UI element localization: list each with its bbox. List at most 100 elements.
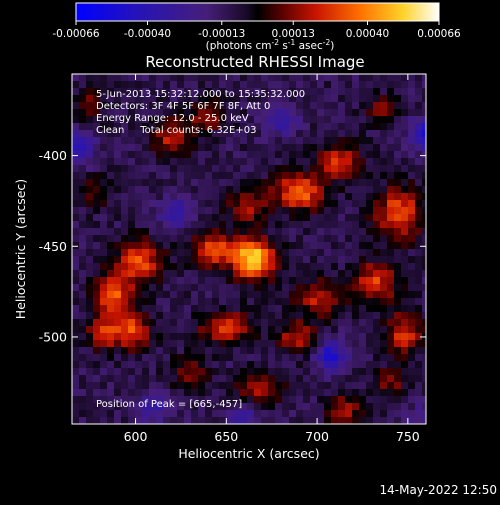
heatmap-cell <box>247 193 255 201</box>
heatmap-cell <box>86 263 94 271</box>
heatmap-cell <box>338 284 346 292</box>
heatmap-cell <box>156 333 164 341</box>
heatmap-cell <box>289 361 297 369</box>
heatmap-cell <box>212 151 220 159</box>
heatmap-cell <box>212 123 220 131</box>
heatmap-cell <box>380 158 388 166</box>
heatmap-cell <box>226 291 234 299</box>
heatmap-cell <box>338 410 346 418</box>
heatmap-cell <box>275 95 283 103</box>
colorbar-ticks: -0.00066 -0.00040 -0.00013 0.00013 0.00040 0.… <box>52 21 461 40</box>
heatmap-cell <box>338 88 346 96</box>
heatmap-cell <box>387 88 395 96</box>
heatmap-cell <box>184 326 192 334</box>
heatmap-cell <box>177 410 185 418</box>
heatmap-cell <box>254 312 262 320</box>
heatmap-cell <box>72 263 80 271</box>
heatmap-cell <box>72 284 80 292</box>
heatmap-cell <box>338 389 346 397</box>
heatmap-cell <box>401 151 409 159</box>
heatmap-cell <box>212 228 220 236</box>
heatmap-cell <box>422 172 426 180</box>
heatmap-cell <box>233 144 241 152</box>
heatmap-cell <box>387 354 395 362</box>
heatmap-cell <box>268 144 276 152</box>
heatmap-cell <box>219 417 227 424</box>
heatmap-cell <box>86 88 94 96</box>
heatmap-cell <box>268 417 276 424</box>
heatmap-cell <box>408 270 416 278</box>
heatmap-cell <box>352 403 360 411</box>
heatmap-cell <box>366 389 374 397</box>
heatmap-cell <box>366 81 374 89</box>
heatmap-cell <box>198 382 206 390</box>
heatmap-cell <box>275 74 283 82</box>
heatmap-cell <box>226 221 234 229</box>
heatmap-cell <box>415 214 423 222</box>
heatmap-cell <box>254 193 262 201</box>
heatmap-cell <box>254 172 262 180</box>
heatmap-cell <box>128 368 136 376</box>
heatmap-cell <box>261 158 269 166</box>
heatmap-cell <box>296 144 304 152</box>
heatmap-cell <box>233 172 241 180</box>
heatmap-cell <box>338 375 346 383</box>
heatmap-cell <box>170 396 178 404</box>
heatmap-cell <box>191 417 199 424</box>
heatmap-cell <box>163 305 171 313</box>
heatmap-cell <box>303 235 311 243</box>
heatmap-cell <box>142 326 150 334</box>
heatmap-cell <box>359 200 367 208</box>
heatmap-cell <box>282 158 290 166</box>
heatmap-cell <box>352 298 360 306</box>
heatmap-cell <box>191 347 199 355</box>
heatmap-cell <box>345 382 353 390</box>
heatmap-cell <box>324 123 332 131</box>
heatmap-cell <box>86 326 94 334</box>
heatmap-cell <box>156 368 164 376</box>
heatmap-cell <box>72 305 80 313</box>
heatmap-cell <box>422 410 426 418</box>
heatmap-cell <box>191 144 199 152</box>
heatmap-cell <box>366 375 374 383</box>
heatmap-cell <box>324 347 332 355</box>
heatmap-cell <box>401 326 409 334</box>
heatmap-cell <box>261 375 269 383</box>
heatmap-cell <box>282 396 290 404</box>
heatmap-cell <box>282 242 290 250</box>
heatmap-cell <box>156 221 164 229</box>
heatmap-cell <box>156 389 164 397</box>
heatmap-cell <box>282 116 290 124</box>
heatmap-cell <box>296 417 304 424</box>
heatmap-cell <box>240 354 248 362</box>
heatmap-cell <box>422 221 426 229</box>
heatmap-cell <box>107 123 115 131</box>
heatmap-cell <box>142 144 150 152</box>
heatmap-cell <box>254 340 262 348</box>
heatmap-cell <box>72 298 80 306</box>
heatmap-cell <box>275 123 283 131</box>
heatmap-cell <box>198 228 206 236</box>
heatmap-cell <box>100 214 108 222</box>
heatmap-cell <box>317 235 325 243</box>
heatmap-cell <box>289 116 297 124</box>
heatmap-cell <box>240 382 248 390</box>
heatmap-cell <box>289 354 297 362</box>
heatmap-cell <box>401 319 409 327</box>
heatmap-cell <box>331 137 339 145</box>
heatmap-cell <box>422 354 426 362</box>
heatmap-cell <box>114 95 122 103</box>
heatmap-cell <box>121 375 129 383</box>
heatmap-cell <box>142 340 150 348</box>
heatmap-cell <box>373 312 381 320</box>
heatmap-cell <box>415 123 423 131</box>
heatmap-cell <box>93 298 101 306</box>
heatmap-cell <box>303 95 311 103</box>
heatmap-cell <box>114 354 122 362</box>
heatmap-cell <box>247 256 255 264</box>
heatmap-cell <box>226 347 234 355</box>
heatmap-cell <box>226 130 234 138</box>
heatmap-cell <box>380 417 388 424</box>
heatmap-cell <box>282 207 290 215</box>
heatmap-cell <box>247 172 255 180</box>
